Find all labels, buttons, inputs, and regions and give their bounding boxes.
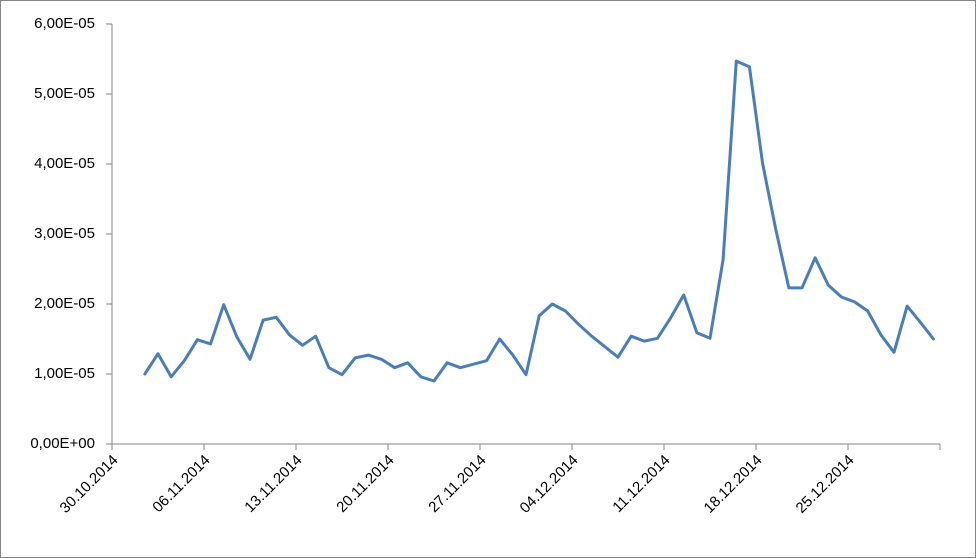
y-tick-label: 6,00E-05	[34, 15, 95, 32]
y-tick-label: 4,00E-05	[34, 155, 95, 172]
y-tick-label: 0,00E+00	[30, 435, 95, 452]
series-line	[143, 59, 935, 383]
y-tick-label: 1,00E-05	[34, 365, 95, 382]
y-tick-label: 2,00E-05	[34, 295, 95, 312]
y-tick-label: 5,00E-05	[34, 85, 95, 102]
y-tick-label: 3,00E-05	[34, 225, 95, 242]
